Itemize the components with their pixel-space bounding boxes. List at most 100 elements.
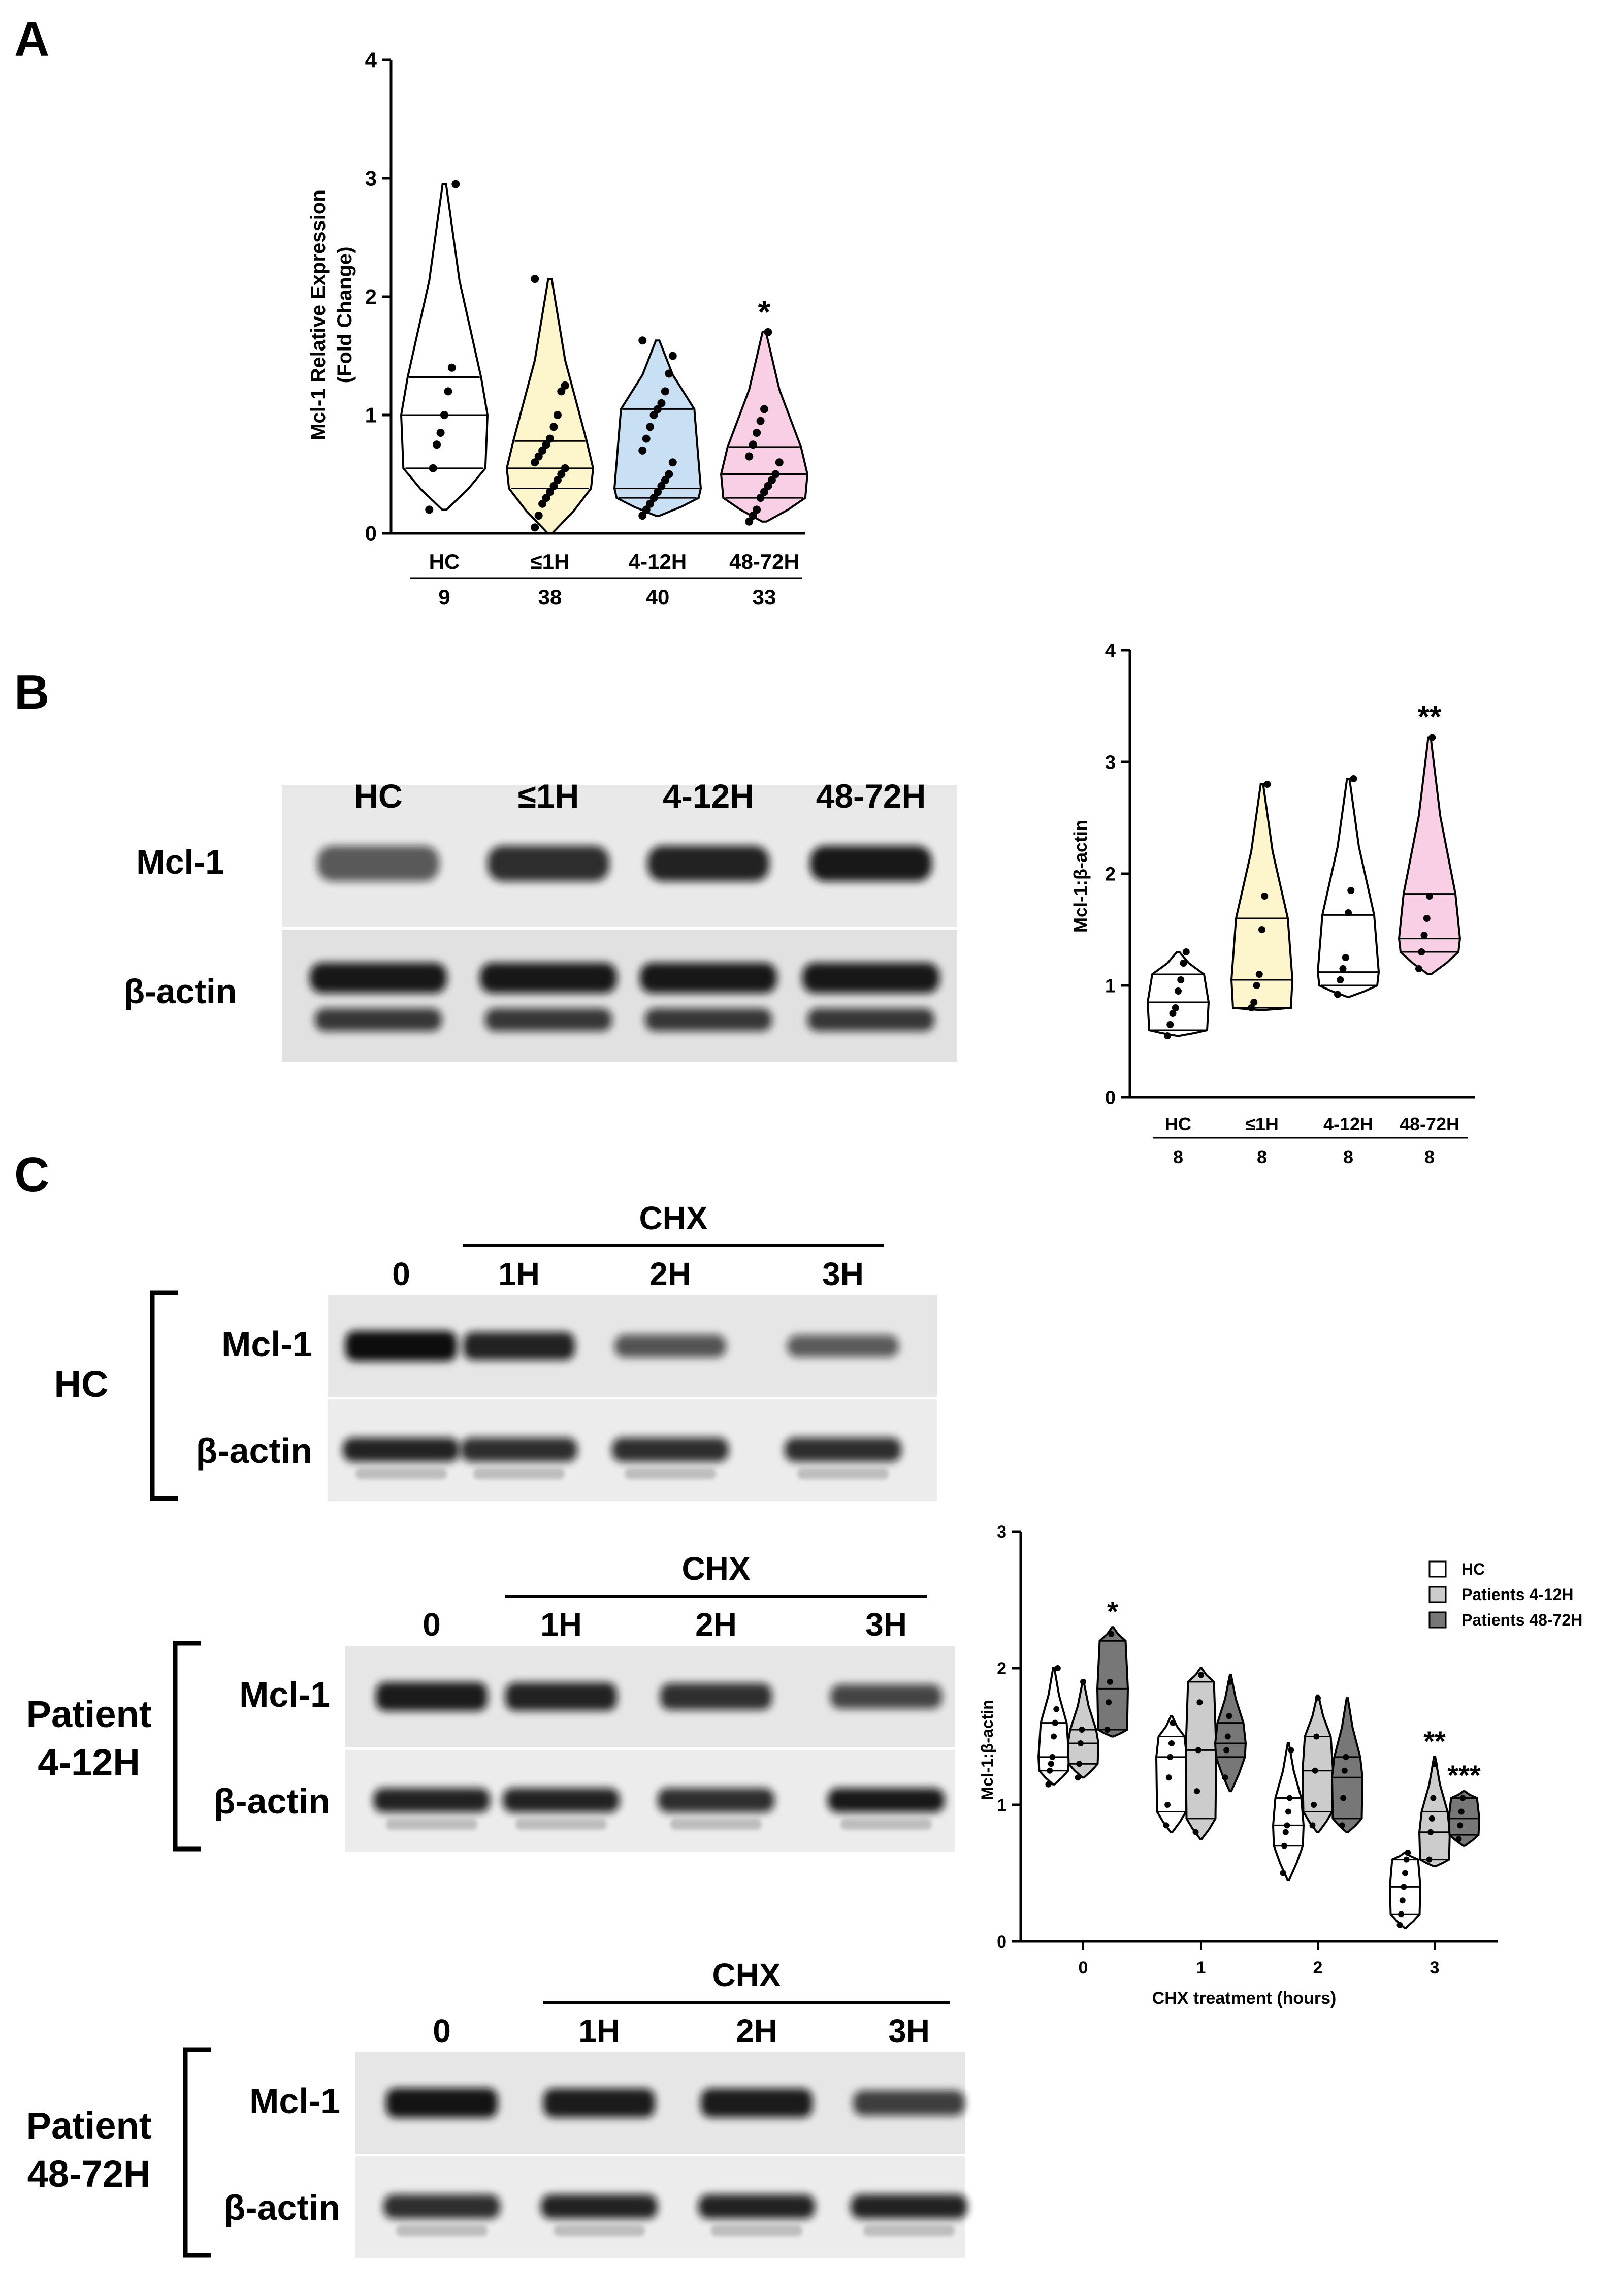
data-point (1175, 987, 1182, 995)
data-point (447, 363, 456, 372)
y-tick-label: 3 (365, 167, 377, 190)
data-point (1420, 932, 1428, 939)
data-point (665, 470, 673, 479)
actin-band-lower (485, 1008, 612, 1031)
data-point (440, 411, 448, 419)
n-label: 33 (753, 585, 776, 609)
x-tick-label: 4-12H (629, 550, 687, 574)
group-label-line1: Patient (26, 2105, 152, 2147)
data-point (1077, 1740, 1084, 1746)
data-point (657, 399, 666, 407)
panel-letter-a: A (14, 12, 49, 67)
data-point (1168, 1740, 1175, 1746)
data-point (1075, 1774, 1081, 1781)
data-point (1341, 1767, 1348, 1774)
mcl1-band (345, 1331, 457, 1361)
legend-swatch (1428, 1611, 1447, 1629)
x-tick-label: 2 (1313, 1958, 1323, 1978)
violin-shape (400, 183, 489, 511)
data-point (1347, 887, 1355, 894)
data-point (1253, 982, 1260, 989)
actin-band-faint (473, 1468, 565, 1479)
actin-band-faint (396, 2225, 488, 2236)
data-point (444, 387, 452, 396)
data-point (546, 434, 554, 443)
violin-shape (1155, 1715, 1188, 1833)
data-point (553, 411, 562, 419)
data-point (1222, 1774, 1228, 1781)
y-axis-label-b: Mcl-1:β-actin (1070, 820, 1091, 933)
chx-label: CHX (712, 1957, 781, 1993)
data-point (433, 440, 441, 449)
lane-label: 1H (540, 1606, 582, 1643)
y-tick-label: 2 (1105, 864, 1116, 885)
data-point (661, 476, 669, 485)
data-point (665, 369, 673, 378)
blot-membrane-actin-b (282, 930, 957, 1062)
data-point (534, 452, 543, 461)
mcl1-band (317, 846, 439, 881)
data-point (542, 494, 550, 502)
data-point (1079, 1727, 1085, 1733)
data-point (649, 494, 658, 502)
data-point (1458, 1808, 1465, 1815)
actin-band (828, 1788, 945, 1812)
x-tick-label: ≤1H (1245, 1113, 1279, 1134)
data-point (1432, 1761, 1438, 1767)
western-blot-b: HC ≤1H 4-12H 48-72H Mcl-1 β-actin (124, 777, 957, 1062)
data-point (1345, 909, 1352, 916)
data-point (1076, 1761, 1083, 1767)
mcl1-band (614, 1334, 726, 1358)
data-point (542, 440, 550, 449)
x-axis-label-c: CHX treatment (hours) (1152, 1989, 1337, 2008)
data-point (1339, 1822, 1345, 1829)
data-point (1396, 1922, 1403, 1928)
actin-band-faint (863, 2225, 955, 2236)
data-point (1166, 1021, 1174, 1028)
data-point (1049, 1754, 1056, 1760)
y-tick-label: 2 (365, 285, 377, 309)
actin-band-faint (386, 1819, 477, 1830)
data-point (1311, 1802, 1317, 1808)
mcl1-band (853, 2090, 965, 2116)
actin-band-faint (670, 1819, 762, 1830)
violin-shape (1184, 1667, 1218, 1840)
data-point (638, 336, 647, 345)
data-point (646, 499, 655, 508)
x-tick-label: 48-72H (1400, 1113, 1459, 1134)
data-point (642, 434, 651, 443)
lane-label: 2H (736, 2013, 777, 2049)
data-point (1224, 1733, 1231, 1740)
actin-band-faint (711, 2225, 802, 2236)
data-point (1350, 775, 1357, 782)
actin-band-faint (554, 2225, 645, 2236)
data-point (1182, 948, 1190, 955)
data-point (546, 488, 554, 496)
data-point (1459, 1795, 1466, 1801)
x-tick-label: ≤1H (531, 550, 570, 574)
actin-band-upper (480, 963, 617, 993)
data-point (531, 275, 539, 283)
violin-shape (1316, 778, 1380, 998)
data-point (1169, 1010, 1177, 1017)
data-point (553, 476, 562, 485)
actin-band (851, 2194, 967, 2219)
data-point (1281, 1842, 1288, 1849)
actin-band-faint (515, 1819, 607, 1830)
data-point (1423, 915, 1431, 922)
data-point (1108, 1631, 1115, 1637)
data-point (760, 405, 768, 413)
data-point (646, 423, 655, 431)
n-label: 9 (438, 585, 450, 609)
mcl1-band (386, 2088, 498, 2118)
data-point (1164, 1802, 1171, 1808)
data-point (1430, 1795, 1437, 1801)
chx-label: CHX (639, 1200, 707, 1236)
actin-band-faint (797, 1468, 889, 1479)
data-point (1457, 1822, 1464, 1829)
y-tick-label: 3 (997, 1522, 1006, 1542)
significance-marker: * (758, 294, 771, 330)
data-point (1226, 1713, 1232, 1719)
data-point (638, 446, 647, 455)
violin-shape (1214, 1674, 1247, 1793)
